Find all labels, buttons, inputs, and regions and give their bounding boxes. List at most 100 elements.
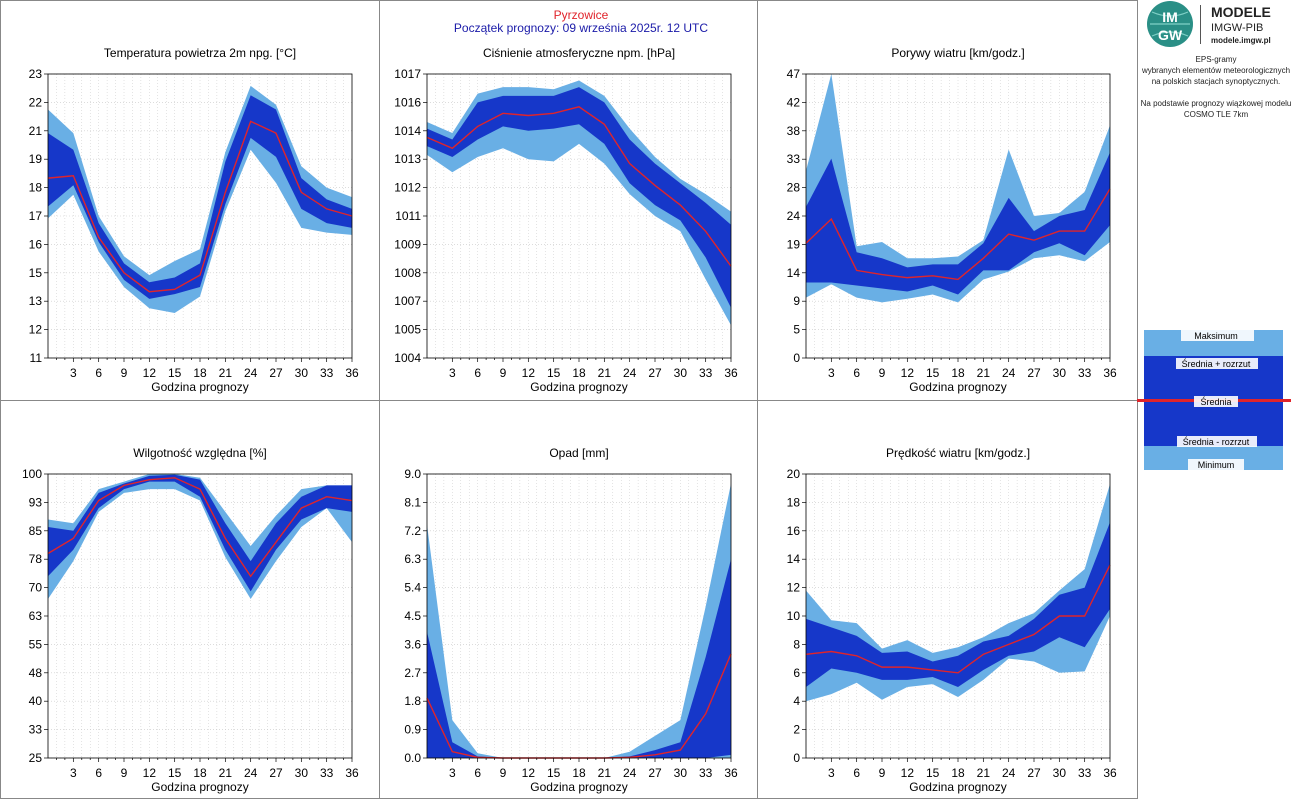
x-tick-label: 15 xyxy=(168,366,182,380)
y-tick-label: 55 xyxy=(29,637,43,651)
y-tick-label: 19 xyxy=(787,237,801,251)
y-tick-label: 4 xyxy=(793,694,800,708)
x-tick-label: 15 xyxy=(926,766,940,780)
y-tick-label: 4.5 xyxy=(404,609,421,623)
band-min-max xyxy=(427,80,731,326)
mean-line xyxy=(47,477,353,578)
y-tick-label: 63 xyxy=(29,609,43,623)
y-tick-label: 1016 xyxy=(394,95,421,109)
station-title: Pyrzowice xyxy=(554,8,609,22)
y-tick-label: 21 xyxy=(29,124,43,138)
band-mean-spread xyxy=(806,152,1110,295)
y-tick-label: 0 xyxy=(793,351,800,365)
y-tick-label: 19 xyxy=(29,152,43,166)
y-tick-label: 5 xyxy=(793,323,800,337)
y-tick-label: 2 xyxy=(793,723,800,737)
y-tick-label: 28 xyxy=(787,181,801,195)
imgw-logo: IM GW MODELE IMGW-PIB modele.imgw.pl xyxy=(1147,1,1271,47)
x-tick-label: 30 xyxy=(1053,366,1067,380)
y-tick-label: 0.9 xyxy=(404,723,421,737)
x-tick-label: 3 xyxy=(70,366,77,380)
gridlines xyxy=(48,473,352,759)
chart-title: Wilgotność względna [%] xyxy=(133,446,266,460)
x-tick-label: 30 xyxy=(1053,766,1067,780)
mean-line xyxy=(426,106,732,267)
y-tick-label: 1012 xyxy=(394,181,421,195)
y-tick-label: 23 xyxy=(29,67,43,81)
y-tick-label: 93 xyxy=(29,495,43,509)
chart-panel-4: Wilgotność względna [%]3 6 9 12 15 18 21 24 27 30… xyxy=(22,446,359,794)
x-tick-label: 18 xyxy=(193,366,207,380)
chart-title: Ciśnienie atmosferyczne npm. [hPa] xyxy=(483,46,675,60)
x-axis-label: Godzina prognozy xyxy=(909,780,1006,794)
x-tick-label: 21 xyxy=(598,366,612,380)
legend-label-bg-mean xyxy=(1194,396,1238,407)
logo-url: modele.imgw.pl xyxy=(1211,36,1271,45)
y-tick-label: 11 xyxy=(30,351,43,365)
y-tick-label: 48 xyxy=(29,666,43,680)
y-tick-label: 1005 xyxy=(394,323,421,337)
y-tick-label: 33 xyxy=(787,152,801,166)
y-tick-label: 8.1 xyxy=(404,495,421,509)
x-tick-label: 18 xyxy=(951,366,965,380)
y-tick-label: 25 xyxy=(29,751,43,765)
x-tick-label: 30 xyxy=(295,366,309,380)
x-tick-label: 33 xyxy=(320,766,334,780)
forecast-start-title: Początek prognozy: 09 września 2025r. 12… xyxy=(454,21,708,35)
x-tick-label: 36 xyxy=(724,366,738,380)
x-tick-label: 15 xyxy=(547,766,561,780)
x-tick-label: 27 xyxy=(648,366,662,380)
description-line: EPS-gramy xyxy=(1196,55,1237,64)
chart-title: Temperatura powietrza 2m npg. [°C] xyxy=(104,46,296,60)
logo-globe-lines-icon xyxy=(1150,11,1190,37)
x-axis-label: Godzina prognozy xyxy=(151,780,248,794)
x-tick-label: 33 xyxy=(699,766,713,780)
y-tick-label: 16 xyxy=(787,524,801,538)
y-tick-label: 5.4 xyxy=(404,581,421,595)
y-tick-label: 13 xyxy=(29,294,43,308)
x-tick-label: 6 xyxy=(474,766,481,780)
y-tick-label: 85 xyxy=(29,524,43,538)
description-line: Na podstawie prognozy wiązkowej modelu xyxy=(1141,99,1291,108)
x-tick-label: 18 xyxy=(572,366,586,380)
x-tick-label: 24 xyxy=(623,766,637,780)
x-tick-label: 9 xyxy=(879,766,886,780)
y-tick-label: 1009 xyxy=(394,237,421,251)
y-tick-label: 1004 xyxy=(394,351,421,365)
x-tick-label: 36 xyxy=(1103,766,1117,780)
y-tick-label: 3.6 xyxy=(404,637,421,651)
x-tick-label: 6 xyxy=(853,366,860,380)
x-tick-label: 21 xyxy=(219,366,233,380)
x-tick-label: 12 xyxy=(143,766,157,780)
x-tick-label: 36 xyxy=(345,366,359,380)
x-tick-label: 3 xyxy=(70,766,77,780)
chart-panel-3: Porywy wiatru [km/godz.]3 6 9 12 15 18 21 24 27 3… xyxy=(787,46,1117,394)
y-tick-label: 1008 xyxy=(394,266,421,280)
x-tick-label: 24 xyxy=(1002,366,1016,380)
x-tick-label: 21 xyxy=(977,766,991,780)
y-tick-label: 47 xyxy=(787,67,801,81)
x-tick-label: 27 xyxy=(1027,766,1041,780)
logo-mark-top: IM xyxy=(1162,9,1178,25)
y-tick-label: 16 xyxy=(29,237,43,251)
y-tick-label: 6 xyxy=(793,666,800,680)
y-tick-label: 1007 xyxy=(394,294,421,308)
y-tick-label: 20 xyxy=(787,467,801,481)
y-tick-label: 18 xyxy=(29,181,43,195)
x-tick-label: 24 xyxy=(244,366,258,380)
x-tick-label: 6 xyxy=(474,366,481,380)
x-tick-label: 15 xyxy=(168,766,182,780)
chart-panel-6: Prędkość wiatru [km/godz.]3 6 9 12 15 18 21 24 2… xyxy=(787,446,1117,794)
x-tick-label: 33 xyxy=(320,366,334,380)
x-tick-label: 33 xyxy=(1078,766,1092,780)
y-tick-label: 24 xyxy=(787,209,801,223)
logo-title: MODELE xyxy=(1211,4,1271,20)
band-mean-spread xyxy=(427,559,731,758)
legend-label-plus-spread: Średnia + rozrzut xyxy=(1182,358,1251,369)
x-tick-label: 12 xyxy=(522,366,536,380)
x-tick-label: 3 xyxy=(449,766,456,780)
y-tick-label: 2.7 xyxy=(404,666,421,680)
y-tick-label: 33 xyxy=(29,723,43,737)
x-tick-label: 9 xyxy=(879,366,886,380)
